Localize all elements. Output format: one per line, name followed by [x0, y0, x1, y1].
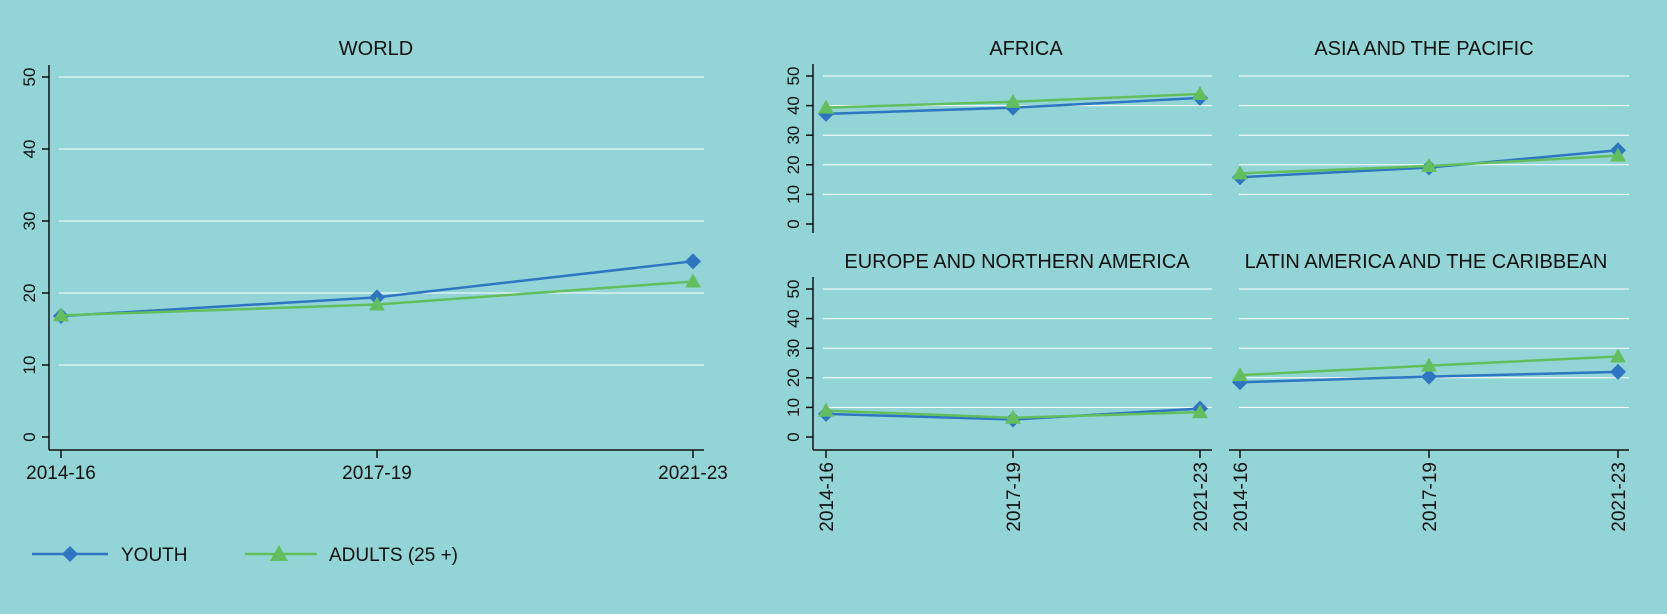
legend-item-youth: YOUTH	[32, 545, 188, 566]
y-tick-label: 0	[784, 219, 803, 228]
y-tick-label: 10	[784, 185, 803, 204]
panel-title: WORLD	[339, 38, 413, 60]
x-tick-label: 2017-19	[1004, 462, 1025, 532]
x-tick-label: 2014-16	[817, 462, 838, 532]
legend-adults-label: ADULTS (25 +)	[329, 545, 458, 566]
x-tick-label: 2021-23	[658, 463, 728, 484]
x-tick-label: 2021-23	[1609, 462, 1630, 532]
panel-asia-pacific: ASIA AND THE PACIFIC	[1232, 38, 1629, 195]
legend-item-adults: ADULTS (25 +)	[245, 545, 458, 566]
y-tick-label: 30	[784, 339, 803, 358]
legend: YOUTH ADULTS (25 +)	[32, 545, 458, 566]
data-point-adults	[818, 99, 834, 114]
y-tick-label: 50	[784, 280, 803, 299]
x-tick-label: 2014-16	[1231, 462, 1252, 532]
data-point-adults	[1192, 86, 1208, 101]
panel-europe-n-america: EUROPE AND NORTHERN AMERICA 0 10 20 30 40 50 20…	[784, 251, 1212, 532]
y-tick-label: 20	[784, 155, 803, 174]
data-point-adults	[1610, 348, 1626, 363]
legend-youth-diamond-icon	[62, 546, 78, 562]
data-point-adults	[1232, 367, 1248, 382]
data-point-adults	[1232, 165, 1248, 180]
y-tick-label: 50	[784, 67, 803, 86]
y-tick-label: 0	[784, 432, 803, 441]
data-point-adults	[1005, 93, 1021, 108]
y-tick-label: 0	[20, 432, 39, 441]
data-point-youth	[1610, 363, 1626, 380]
y-tick-label: 40	[784, 96, 803, 115]
panel-title: LATIN AMERICA AND THE CARIBBEAN	[1245, 251, 1608, 273]
y-tick-label: 50	[20, 68, 39, 87]
data-point-adults	[1610, 147, 1626, 162]
y-tick-label: 10	[20, 356, 39, 375]
x-tick-label: 2017-19	[342, 463, 412, 484]
legend-adults-triangle-icon	[270, 545, 288, 561]
data-point-adults	[53, 307, 69, 322]
data-point-youth	[685, 253, 701, 270]
data-point-adults	[369, 296, 385, 311]
panel-world: WORLD 0 10 20 30 40 50 2014-16 2017-19 2021-23	[20, 38, 728, 484]
y-tick-label: 40	[784, 309, 803, 328]
data-point-adults	[1192, 404, 1208, 419]
y-tick-label: 20	[20, 284, 39, 303]
panel-latin-america-caribbean: LATIN AMERICA AND THE CARIBBEAN 2014-16 20…	[1229, 251, 1630, 532]
x-tick-label: 2017-19	[1420, 462, 1441, 532]
data-point-adults	[1005, 409, 1021, 424]
x-tick-label: 2014-16	[26, 463, 96, 484]
x-tick-label: 2021-23	[1191, 462, 1212, 532]
y-tick-label: 20	[784, 368, 803, 387]
y-tick-label: 30	[20, 212, 39, 231]
data-point-adults	[1421, 157, 1437, 172]
data-point-adults	[1421, 357, 1437, 372]
panel-title: AFRICA	[989, 38, 1063, 60]
y-tick-label: 40	[20, 140, 39, 159]
data-point-adults	[685, 273, 701, 288]
data-point-adults	[818, 402, 834, 417]
panel-title: EUROPE AND NORTHERN AMERICA	[844, 251, 1190, 273]
y-tick-label: 10	[784, 398, 803, 417]
y-tick-label: 30	[784, 126, 803, 145]
chart-panels: WORLD 0 10 20 30 40 50 2014-16 2017-19 2021-23 AFR…	[20, 38, 1630, 532]
legend-youth-label: YOUTH	[121, 545, 188, 566]
panel-title: ASIA AND THE PACIFIC	[1314, 38, 1533, 60]
data-point-youth	[1421, 368, 1437, 385]
panel-africa: AFRICA 0 10 20 30 40 50	[784, 38, 1212, 233]
